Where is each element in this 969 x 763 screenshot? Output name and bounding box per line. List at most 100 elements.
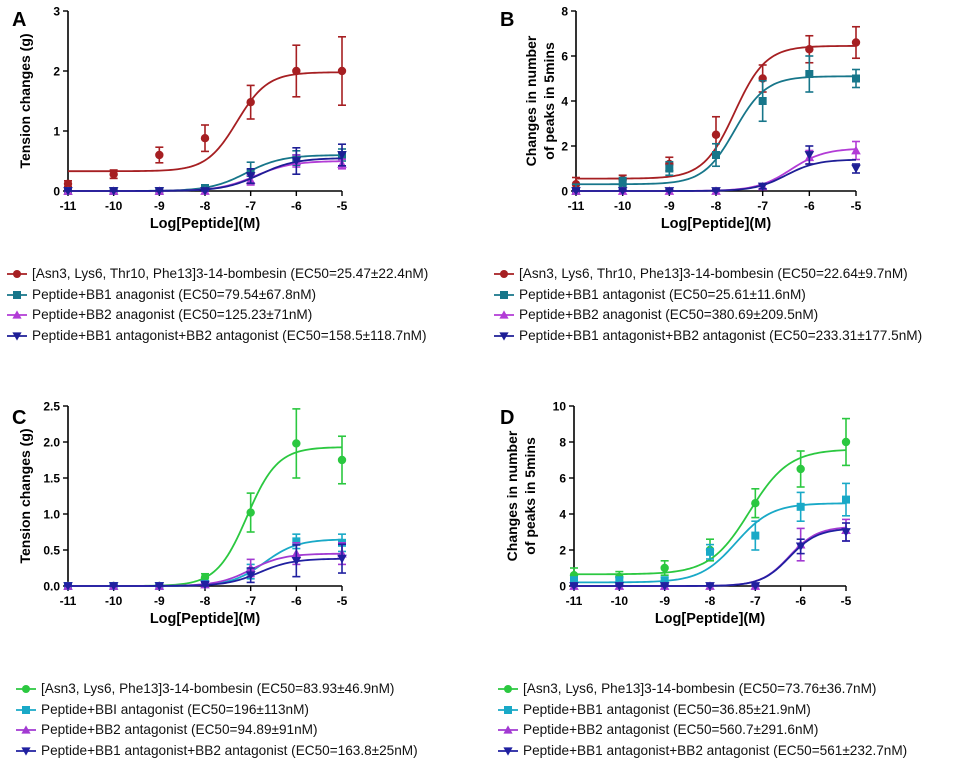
legend-item: Peptide+BB2 antagonist (EC50=560.7±291.6… — [497, 720, 907, 741]
x-axis-label: Log[Peptide](M) — [150, 611, 261, 627]
legend-marker — [499, 332, 509, 341]
legend-label: Peptide+BB2 anagonist (EC50=380.69±209.5… — [519, 307, 819, 323]
y-tick-label: 0 — [53, 185, 60, 199]
legend-marker — [504, 705, 512, 714]
data-point — [705, 582, 715, 591]
data-point — [108, 187, 119, 196]
data-point — [660, 563, 669, 573]
data-point — [108, 582, 119, 591]
x-tick-label: -7 — [245, 199, 256, 213]
legend-marker — [21, 725, 31, 734]
panel-letter: D — [500, 407, 514, 429]
y-axis-label: Tension changes (g) — [17, 428, 33, 563]
series-4 — [63, 143, 347, 196]
data-point — [711, 130, 721, 139]
data-point — [757, 182, 768, 192]
chart-panel-D: D -11 -10 -9 -8 -7 -6 -5 0 2 4 6 8 10 Log[Peptide](M) C… — [500, 400, 852, 628]
data-point — [660, 576, 669, 585]
x-tick-label: -5 — [851, 199, 862, 213]
legend-marker — [12, 310, 22, 319]
x-axis-label: Log[Peptide](M) — [661, 216, 772, 232]
legend-item: Peptide+BB1 antagonist+BB2 antagonist (E… — [6, 326, 428, 347]
x-axis-label: Log[Peptide](M) — [150, 216, 261, 232]
legend-marker — [13, 290, 21, 299]
x-tick-label: -8 — [711, 199, 722, 213]
x-tick-label: -10 — [611, 594, 629, 608]
data-point — [200, 187, 210, 196]
legend-swatch — [494, 270, 514, 279]
y-tick-label: 1 — [53, 125, 60, 139]
legend-marker — [21, 747, 31, 756]
legend-marker — [504, 685, 512, 694]
x-tick-label: -11 — [568, 199, 585, 213]
data-point — [659, 582, 670, 591]
y-axis-label: Tension changes (g) — [17, 33, 33, 168]
data-point — [245, 172, 256, 181]
legend-item: Peptide+BB2 antagonist (EC50=94.89±91nM) — [15, 720, 418, 741]
legend-swatch — [7, 270, 27, 279]
data-point — [570, 576, 578, 585]
legend-label: Peptide+BB1 antagonist+BB2 antagonist (E… — [41, 742, 418, 758]
x-tick-label: -9 — [154, 594, 165, 608]
x-tick-label: -6 — [291, 594, 302, 608]
data-point — [804, 151, 815, 160]
y-tick-label: 1.0 — [43, 508, 60, 522]
x-tick-label: -5 — [841, 594, 852, 608]
y-tick-label: 6 — [561, 50, 568, 64]
data-point — [63, 582, 73, 591]
y-tick-label: 4 — [561, 95, 568, 109]
legend-swatch — [494, 290, 514, 299]
data-point — [245, 571, 256, 580]
y-tick-label: 2.5 — [43, 400, 60, 414]
data-point — [664, 187, 675, 196]
legend-marker — [503, 725, 513, 734]
data-point — [200, 134, 210, 143]
data-point — [615, 576, 624, 585]
data-point — [63, 179, 73, 188]
panel-letter: C — [12, 407, 26, 429]
x-tick-label: -10 — [105, 594, 123, 608]
legend-marker — [500, 270, 508, 279]
data-point — [337, 66, 347, 76]
data-point — [841, 528, 851, 537]
y-tick-label: 8 — [561, 5, 568, 19]
legend-label: [Asn3, Lys6, Phe13]3-14-bombesin (EC50=8… — [41, 681, 395, 697]
x-tick-label: -6 — [795, 594, 806, 608]
data-point — [571, 187, 581, 196]
legend-marker — [13, 270, 21, 279]
legend-marker — [22, 685, 30, 694]
legend-panel-A: [Asn3, Lys6, Thr10, Phe13]3-14-bombesin … — [6, 264, 428, 346]
data-point — [292, 537, 301, 546]
y-tick-label: 2 — [53, 65, 60, 79]
legend-swatch — [7, 290, 27, 299]
data-point — [851, 145, 861, 155]
data-point — [155, 150, 164, 160]
data-point — [200, 580, 210, 590]
data-point — [805, 45, 814, 54]
legend-marker — [503, 747, 513, 756]
legend-panel-D: [Asn3, Lys6, Phe13]3-14-bombesin (EC50=7… — [497, 679, 907, 761]
data-point — [706, 547, 714, 556]
x-tick-label: -7 — [757, 199, 768, 213]
x-tick-label: -8 — [200, 594, 211, 608]
y-tick-label: 0 — [559, 580, 566, 594]
data-point — [154, 582, 165, 591]
legend-swatch — [498, 705, 518, 714]
data-point — [805, 70, 814, 78]
x-axis-label: Log[Peptide](M) — [655, 611, 766, 627]
x-tick-label: -8 — [705, 594, 716, 608]
data-point — [291, 556, 302, 566]
data-point — [63, 187, 73, 196]
data-point — [711, 187, 721, 196]
y-axis-label: Changes in number of peaks in 5mins — [504, 430, 538, 561]
x-tick-label: -8 — [200, 199, 211, 213]
data-point — [618, 178, 627, 186]
y-tick-label: 8 — [559, 436, 566, 450]
data-point — [751, 499, 760, 508]
legend-item: Peptide+BBI antagonist (EC50=196±113nM) — [15, 700, 418, 721]
chart-panel-C: C -11 -10 -9 -8 -7 -6 -5 0.0 0.5 1.0 1.5 2.0 2.5 Log[P… — [12, 400, 348, 628]
legend-label: Peptide+BB1 antagonist+BB2 antagonist (E… — [523, 742, 908, 758]
legend-swatch — [7, 332, 27, 341]
series-4 — [63, 543, 347, 591]
